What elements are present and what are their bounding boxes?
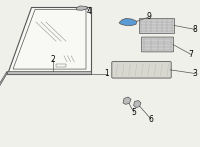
Text: 9: 9 bbox=[147, 12, 151, 21]
Polygon shape bbox=[7, 71, 91, 74]
Text: 4: 4 bbox=[87, 6, 91, 16]
Polygon shape bbox=[123, 97, 131, 104]
Text: 1: 1 bbox=[105, 69, 109, 78]
Text: 7: 7 bbox=[189, 50, 193, 59]
Polygon shape bbox=[119, 18, 137, 26]
Polygon shape bbox=[7, 7, 91, 74]
FancyBboxPatch shape bbox=[141, 37, 174, 52]
Text: 2: 2 bbox=[51, 55, 55, 64]
Text: 6: 6 bbox=[149, 115, 153, 124]
Polygon shape bbox=[76, 6, 87, 10]
FancyBboxPatch shape bbox=[139, 18, 174, 33]
Polygon shape bbox=[134, 101, 141, 108]
Text: 5: 5 bbox=[132, 108, 136, 117]
Text: 8: 8 bbox=[193, 25, 197, 34]
FancyBboxPatch shape bbox=[112, 62, 171, 78]
Text: 3: 3 bbox=[193, 69, 197, 78]
Polygon shape bbox=[0, 71, 7, 96]
Bar bbox=[56, 64, 66, 67]
